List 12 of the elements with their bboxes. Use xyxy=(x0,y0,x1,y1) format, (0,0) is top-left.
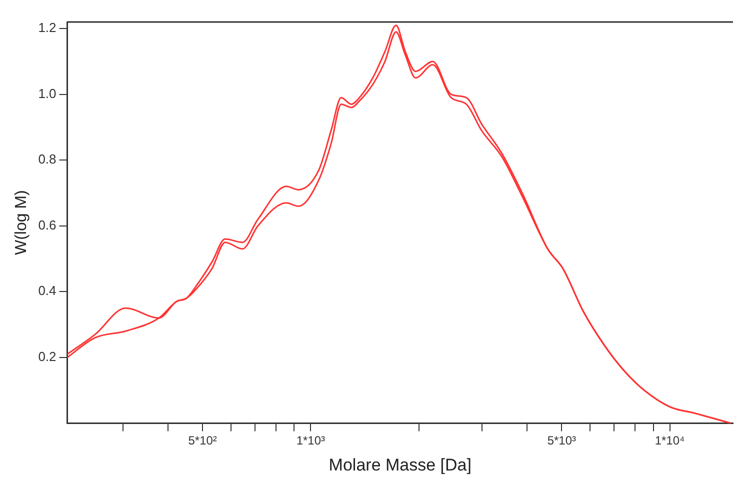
y-tick-label: 0.4 xyxy=(38,283,56,298)
y-axis-title: W(log M) xyxy=(13,190,30,256)
y-tick-label: 0.2 xyxy=(38,349,56,364)
y-tick-label: 0.8 xyxy=(38,152,56,167)
y-tick-label: 1.0 xyxy=(38,86,56,101)
x-axis-title: Molare Masse [Da] xyxy=(328,455,472,474)
y-tick-label: 0.6 xyxy=(38,217,56,232)
x-tick-label: 1*10³ xyxy=(296,434,326,448)
y-tick-label: 1.2 xyxy=(38,20,56,36)
x-tick-label: 1*10⁴ xyxy=(654,434,685,448)
x-tick-label: 5*10³ xyxy=(547,434,576,448)
x-tick-label: 5*10² xyxy=(188,434,217,448)
